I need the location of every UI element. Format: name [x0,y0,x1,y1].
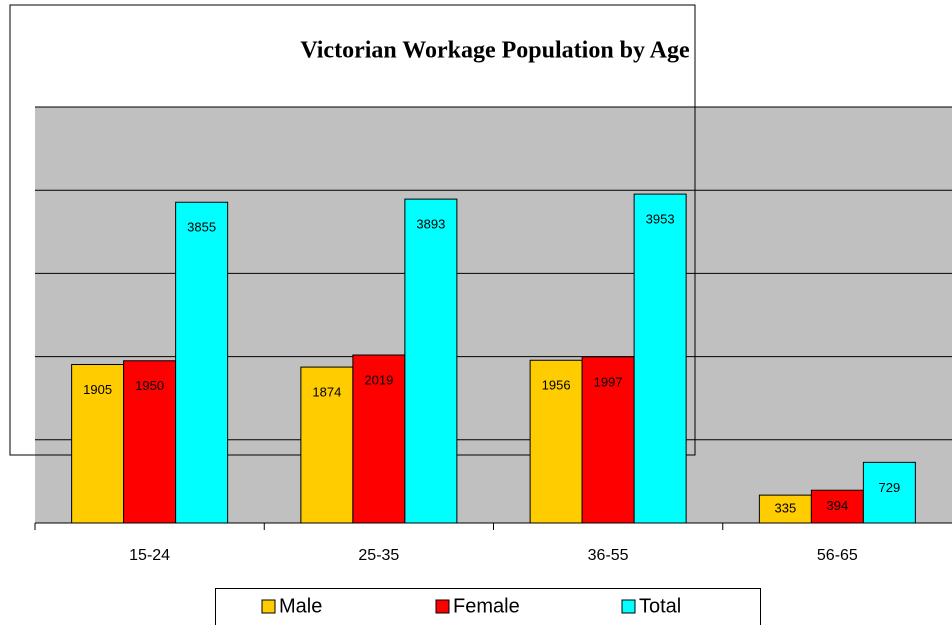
value-label: 394 [827,498,849,513]
legend [215,588,761,625]
bar [352,354,406,524]
legend-label: Male [279,595,322,617]
value-label: 1950 [135,378,164,393]
bar [581,356,635,524]
value-label: 2019 [364,372,393,387]
value-label: 3893 [416,217,445,232]
value-label: 729 [879,480,901,495]
value-label: 3855 [187,220,216,235]
bar [810,489,864,524]
bar [71,364,125,524]
value-label: 335 [775,501,797,516]
value-label: 1905 [83,382,112,397]
x-tick-label: 56-65 [817,547,858,564]
value-label: 3953 [646,212,675,227]
bar [529,359,583,524]
value-label: 1874 [312,385,341,400]
x-tick-label: 36-55 [588,547,629,564]
bar [175,201,229,524]
chart-title: Victorian Workage Population by Age [300,38,690,64]
legend-swatch [261,599,276,614]
legend-label: Female [453,595,520,617]
legend-swatch [435,599,450,614]
legend-swatch [621,599,636,614]
bar [758,494,812,524]
bar [123,360,177,524]
x-tick-label: 15-24 [129,547,170,564]
bar [404,198,458,524]
bar [300,366,354,524]
value-label: 1997 [594,374,623,389]
x-tick-label: 25-35 [358,547,399,564]
bar [633,193,687,524]
value-label: 1956 [542,378,571,393]
bar [862,461,916,524]
legend-label: Total [639,595,681,617]
